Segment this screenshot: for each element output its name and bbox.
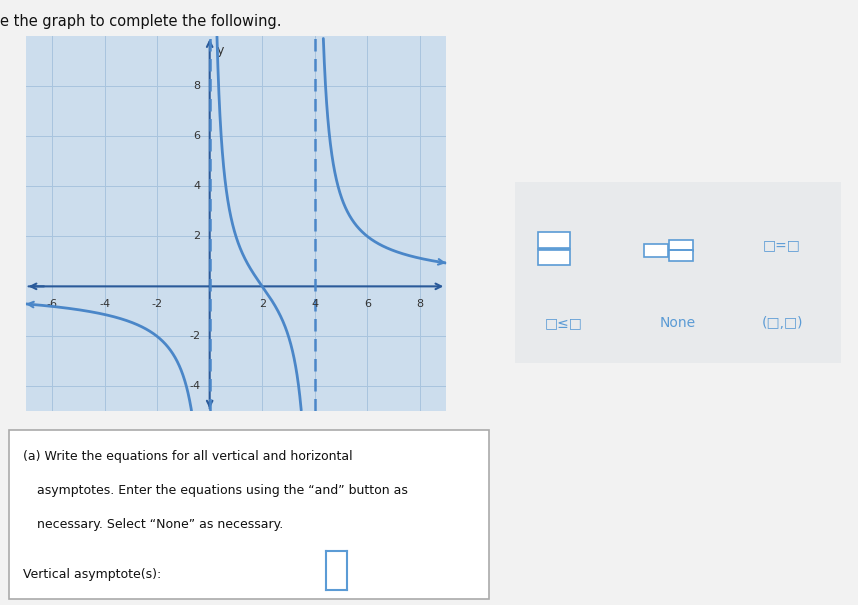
Text: 4: 4 [311, 299, 318, 309]
FancyBboxPatch shape [644, 244, 668, 257]
FancyBboxPatch shape [508, 178, 848, 367]
Text: -2: -2 [190, 332, 201, 341]
Text: □=□: □=□ [764, 238, 801, 252]
FancyBboxPatch shape [538, 232, 570, 248]
Text: -2: -2 [152, 299, 163, 309]
Text: y: y [216, 44, 224, 57]
Text: -4: -4 [190, 381, 201, 391]
Text: 2: 2 [258, 299, 266, 309]
Text: necessary. Select “None” as necessary.: necessary. Select “None” as necessary. [38, 518, 284, 531]
FancyBboxPatch shape [538, 249, 570, 266]
Text: □≤□: □≤□ [545, 316, 583, 330]
FancyBboxPatch shape [669, 249, 692, 261]
Text: Vertical asymptote(s):: Vertical asymptote(s): [23, 569, 161, 581]
Text: asymptotes. Enter the equations using the “and” button as: asymptotes. Enter the equations using th… [38, 484, 408, 497]
Text: 2: 2 [193, 231, 201, 241]
Text: None: None [660, 316, 696, 330]
Text: 6: 6 [193, 131, 201, 142]
Text: 8: 8 [193, 81, 201, 91]
FancyBboxPatch shape [9, 430, 489, 599]
Text: -4: -4 [99, 299, 110, 309]
Text: (□,□): (□,□) [761, 316, 803, 330]
Text: 6: 6 [364, 299, 371, 309]
Text: 8: 8 [416, 299, 424, 309]
Text: -6: -6 [46, 299, 57, 309]
Text: 4: 4 [193, 182, 201, 191]
Text: e the graph to complete the following.: e the graph to complete the following. [0, 14, 281, 28]
FancyBboxPatch shape [669, 240, 692, 252]
Text: (a) Write the equations for all vertical and horizontal: (a) Write the equations for all vertical… [23, 450, 353, 463]
